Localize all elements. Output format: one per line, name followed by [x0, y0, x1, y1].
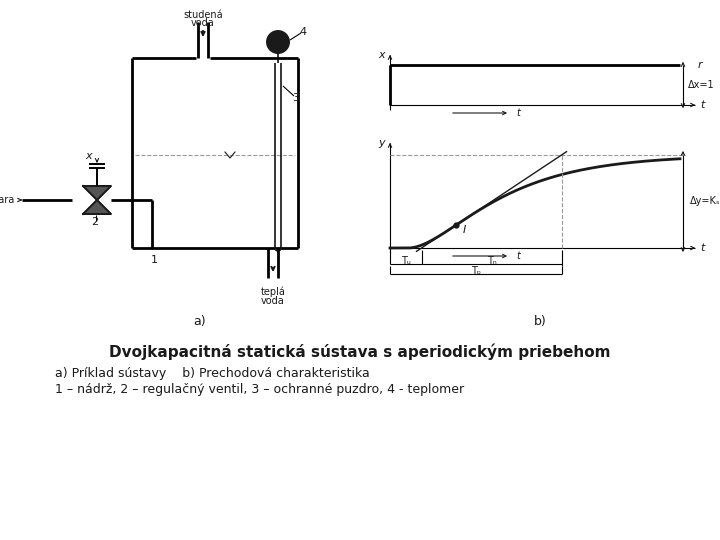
Polygon shape [83, 200, 111, 214]
Circle shape [267, 31, 289, 53]
Text: Tₚ: Tₚ [471, 266, 481, 276]
Text: voda: voda [191, 18, 215, 28]
Text: Tᵤ: Tᵤ [401, 256, 410, 266]
Text: r: r [698, 60, 702, 70]
Text: 4: 4 [300, 27, 307, 37]
Text: Dvojkapacitná statická sústava s aperiodickým priebehom: Dvojkapacitná statická sústava s aperiod… [109, 344, 611, 360]
Text: y: y [275, 37, 281, 47]
Text: a) Príklad sústavy    b) Prechodová charakteristika: a) Príklad sústavy b) Prechodová charakt… [55, 367, 370, 380]
Text: Δx=1: Δx=1 [688, 80, 714, 90]
Text: t: t [516, 251, 520, 261]
Text: x: x [379, 50, 385, 60]
Text: t: t [516, 108, 520, 118]
Text: teplá: teplá [261, 287, 285, 297]
Text: 1: 1 [150, 255, 158, 265]
Text: I: I [463, 225, 466, 235]
Text: para: para [0, 195, 14, 205]
Text: b): b) [534, 315, 546, 328]
Text: voda: voda [261, 296, 285, 306]
Text: t: t [700, 100, 704, 110]
Text: a): a) [194, 315, 207, 328]
Text: t: t [700, 243, 704, 253]
Text: Δy=Kₛ: Δy=Kₛ [690, 196, 720, 206]
Polygon shape [83, 186, 111, 200]
Text: 3: 3 [292, 93, 300, 103]
Text: Tₙ: Tₙ [487, 256, 496, 266]
Text: studená: studená [183, 10, 222, 20]
Text: x: x [86, 151, 92, 161]
Text: 2: 2 [91, 217, 99, 227]
Text: 1 – nádrž, 2 – regulačný ventil, 3 – ochranné puzdro, 4 - teplomer: 1 – nádrž, 2 – regulačný ventil, 3 – och… [55, 383, 464, 396]
Text: y: y [379, 138, 385, 148]
